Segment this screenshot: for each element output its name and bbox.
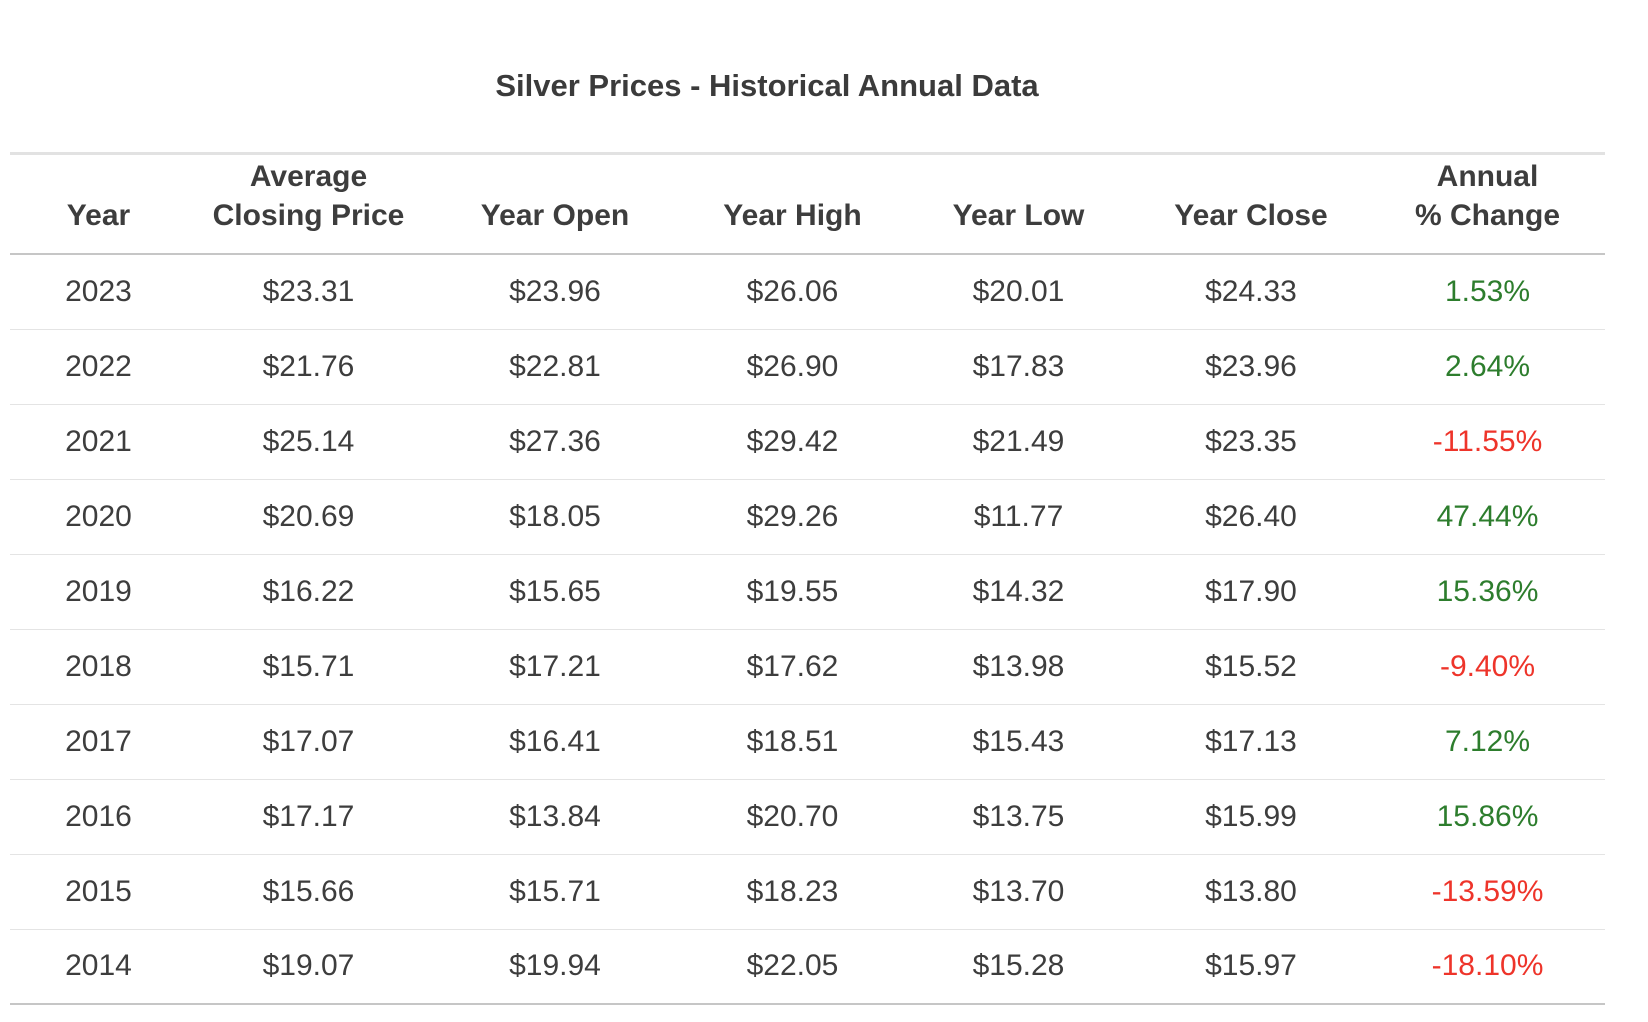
cell-annual-pct-change: 2.64% xyxy=(1370,329,1605,405)
cell-annual-pct-change: 47.44% xyxy=(1370,479,1605,555)
cell-average-closing-price: $20.69 xyxy=(187,479,430,555)
cell-average-closing-price: $21.76 xyxy=(187,329,430,405)
cell-average-closing-price: $19.07 xyxy=(187,929,430,1005)
header-row: Year Average Closing Price Year Open Yea… xyxy=(10,153,1605,255)
cell-year-close: $15.52 xyxy=(1132,629,1370,705)
table-row: 2014 $19.07 $19.94 $22.05 $15.28 $15.97 … xyxy=(10,929,1605,1005)
column-header-year-close: Year Close xyxy=(1132,153,1370,255)
table-row: 2016 $17.17 $13.84 $20.70 $13.75 $15.99 … xyxy=(10,779,1605,855)
cell-year-high: $26.90 xyxy=(680,329,905,405)
cell-year-low: $20.01 xyxy=(905,254,1132,330)
cell-year-open: $15.71 xyxy=(430,854,680,930)
cell-annual-pct-change: -18.10% xyxy=(1370,929,1605,1005)
cell-year: 2017 xyxy=(10,704,187,780)
page-title: Silver Prices - Historical Annual Data xyxy=(495,68,1039,103)
cell-year-low: $15.28 xyxy=(905,929,1132,1005)
cell-annual-pct-change: 1.53% xyxy=(1370,254,1605,330)
cell-average-closing-price: $15.71 xyxy=(187,629,430,705)
cell-year-close: $17.90 xyxy=(1132,554,1370,630)
cell-year-low: $13.98 xyxy=(905,629,1132,705)
column-header-year-low: Year Low xyxy=(905,153,1132,255)
cell-year-low: $17.83 xyxy=(905,329,1132,405)
cell-year-low: $13.70 xyxy=(905,854,1132,930)
cell-year-low: $13.75 xyxy=(905,779,1132,855)
cell-year: 2014 xyxy=(10,929,187,1005)
cell-year-high: $29.26 xyxy=(680,479,905,555)
cell-annual-pct-change: 15.86% xyxy=(1370,779,1605,855)
table-row: 2020 $20.69 $18.05 $29.26 $11.77 $26.40 … xyxy=(10,479,1605,555)
cell-year-close: $26.40 xyxy=(1132,479,1370,555)
cell-annual-pct-change: 15.36% xyxy=(1370,554,1605,630)
table-row: 2021 $25.14 $27.36 $29.42 $21.49 $23.35 … xyxy=(10,404,1605,480)
cell-average-closing-price: $15.66 xyxy=(187,854,430,930)
table-row: 2023 $23.31 $23.96 $26.06 $20.01 $24.33 … xyxy=(10,254,1605,330)
cell-year-high: $18.51 xyxy=(680,704,905,780)
cell-annual-pct-change: 7.12% xyxy=(1370,704,1605,780)
cell-year-high: $29.42 xyxy=(680,404,905,480)
cell-year: 2020 xyxy=(10,479,187,555)
cell-year-high: $20.70 xyxy=(680,779,905,855)
column-header-year-high: Year High xyxy=(680,153,905,255)
cell-year-open: $27.36 xyxy=(430,404,680,480)
table-row: 2022 $21.76 $22.81 $26.90 $17.83 $23.96 … xyxy=(10,329,1605,405)
cell-annual-pct-change: -13.59% xyxy=(1370,854,1605,930)
cell-year: 2016 xyxy=(10,779,187,855)
cell-year-high: $22.05 xyxy=(680,929,905,1005)
cell-year-open: $19.94 xyxy=(430,929,680,1005)
cell-year-high: $26.06 xyxy=(680,254,905,330)
cell-year-close: $17.13 xyxy=(1132,704,1370,780)
cell-year: 2021 xyxy=(10,404,187,480)
cell-year-high: $19.55 xyxy=(680,554,905,630)
cell-year-low: $14.32 xyxy=(905,554,1132,630)
cell-average-closing-price: $17.07 xyxy=(187,704,430,780)
cell-year-close: $13.80 xyxy=(1132,854,1370,930)
cell-year-open: $16.41 xyxy=(430,704,680,780)
cell-year-low: $21.49 xyxy=(905,404,1132,480)
table-body: 2023 $23.31 $23.96 $26.06 $20.01 $24.33 … xyxy=(10,254,1605,1005)
silver-prices-table: Year Average Closing Price Year Open Yea… xyxy=(10,152,1605,1005)
cell-year: 2018 xyxy=(10,629,187,705)
cell-year-open: $22.81 xyxy=(430,329,680,405)
cell-average-closing-price: $25.14 xyxy=(187,404,430,480)
cell-average-closing-price: $16.22 xyxy=(187,554,430,630)
cell-year-close: $15.97 xyxy=(1132,929,1370,1005)
cell-year-open: $18.05 xyxy=(430,479,680,555)
table-row: 2017 $17.07 $16.41 $18.51 $15.43 $17.13 … xyxy=(10,704,1605,780)
cell-year-open: $15.65 xyxy=(430,554,680,630)
column-header-annual-pct-change: Annual % Change xyxy=(1370,153,1605,255)
cell-year-close: $15.99 xyxy=(1132,779,1370,855)
cell-year-close: $24.33 xyxy=(1132,254,1370,330)
cell-year: 2022 xyxy=(10,329,187,405)
column-header-average-closing-price: Average Closing Price xyxy=(187,153,430,255)
column-header-year: Year xyxy=(10,153,187,255)
cell-average-closing-price: $23.31 xyxy=(187,254,430,330)
cell-year-open: $17.21 xyxy=(430,629,680,705)
cell-year: 2023 xyxy=(10,254,187,330)
cell-year: 2015 xyxy=(10,854,187,930)
cell-annual-pct-change: -11.55% xyxy=(1370,404,1605,480)
cell-year-low: $15.43 xyxy=(905,704,1132,780)
cell-year-open: $13.84 xyxy=(430,779,680,855)
cell-year-low: $11.77 xyxy=(905,479,1132,555)
column-header-year-open: Year Open xyxy=(430,153,680,255)
cell-year: 2019 xyxy=(10,554,187,630)
cell-year-high: $17.62 xyxy=(680,629,905,705)
cell-year-open: $23.96 xyxy=(430,254,680,330)
cell-year-close: $23.35 xyxy=(1132,404,1370,480)
cell-annual-pct-change: -9.40% xyxy=(1370,629,1605,705)
cell-year-high: $18.23 xyxy=(680,854,905,930)
table-row: 2018 $15.71 $17.21 $17.62 $13.98 $15.52 … xyxy=(10,629,1605,705)
table-row: 2015 $15.66 $15.71 $18.23 $13.70 $13.80 … xyxy=(10,854,1605,930)
table-row: 2019 $16.22 $15.65 $19.55 $14.32 $17.90 … xyxy=(10,554,1605,630)
cell-year-close: $23.96 xyxy=(1132,329,1370,405)
cell-average-closing-price: $17.17 xyxy=(187,779,430,855)
